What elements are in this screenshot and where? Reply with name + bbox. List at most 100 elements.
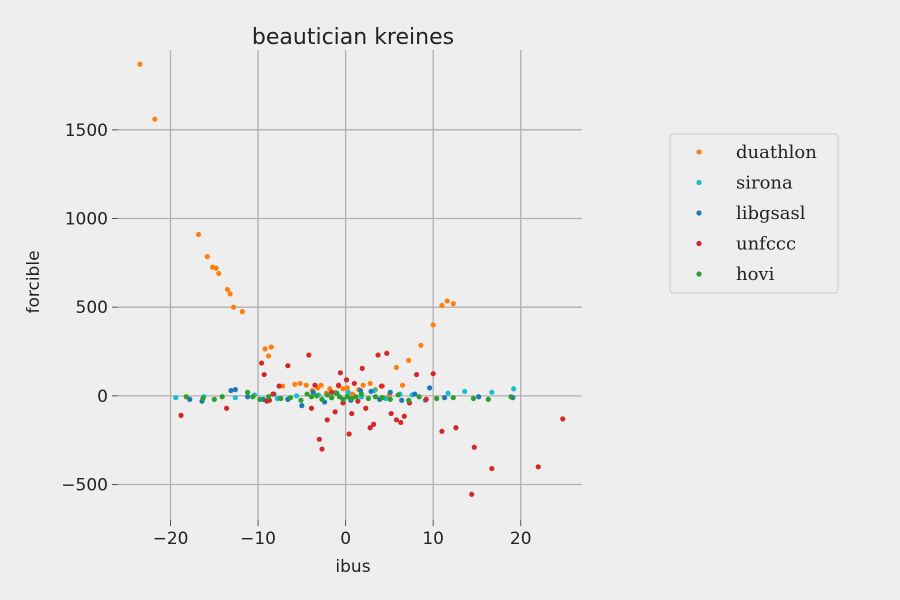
data-point	[363, 405, 369, 411]
data-point	[329, 389, 335, 395]
data-point	[371, 421, 377, 427]
grid	[118, 50, 582, 520]
data-point	[395, 392, 401, 398]
data-point	[230, 304, 237, 310]
legend-box	[669, 133, 839, 294]
data-point	[434, 395, 440, 402]
data-point	[183, 394, 189, 400]
data-point	[511, 386, 517, 392]
data-point	[292, 381, 298, 387]
data-point	[445, 390, 451, 396]
data-point	[372, 394, 378, 400]
data-point	[387, 396, 393, 402]
y-tick-label: 1000	[65, 209, 108, 229]
data-point	[406, 357, 412, 363]
data-point	[406, 397, 412, 403]
data-point	[485, 396, 491, 402]
data-point	[359, 365, 365, 371]
data-point	[200, 395, 206, 402]
data-point	[416, 394, 422, 400]
data-point	[329, 395, 335, 401]
data-point	[375, 352, 381, 358]
legend-label: unfccc	[736, 234, 796, 255]
data-point	[378, 383, 385, 389]
data-point	[418, 342, 424, 348]
data-point	[316, 436, 322, 442]
data-point	[344, 385, 350, 391]
data-point	[224, 286, 231, 293]
data-point	[227, 291, 233, 297]
data-point	[308, 394, 315, 400]
data-point	[306, 352, 312, 358]
data-point	[353, 394, 359, 400]
data-point	[430, 371, 436, 377]
data-point	[244, 394, 251, 400]
data-point	[399, 397, 405, 403]
data-point	[298, 397, 304, 403]
data-point	[219, 394, 225, 400]
data-point	[318, 382, 324, 388]
data-point	[216, 270, 222, 277]
data-point	[401, 413, 407, 419]
data-point	[310, 389, 316, 395]
data-point	[337, 370, 343, 376]
y-tick-label: −500	[61, 476, 108, 496]
data-point	[324, 392, 330, 398]
data-point	[345, 389, 351, 395]
data-point	[340, 396, 346, 402]
data-point	[476, 394, 482, 400]
data-point	[293, 393, 300, 399]
legend-items: duathlon sirona libgsasl unfccc hovi	[696, 142, 817, 285]
data-point	[453, 425, 459, 431]
data-point	[285, 363, 291, 369]
data-point	[427, 385, 433, 391]
x-axis-label: ibus	[335, 557, 370, 577]
data-point	[257, 396, 263, 402]
data-point	[314, 393, 320, 399]
data-point	[258, 360, 265, 366]
data-point	[441, 395, 448, 401]
data-point	[393, 364, 399, 371]
data-point	[223, 405, 230, 411]
x-tick-label: −20	[153, 529, 189, 549]
data-point	[560, 416, 566, 422]
data-point	[343, 377, 350, 383]
data-point	[213, 265, 219, 271]
data-point	[173, 395, 179, 401]
data-point	[393, 417, 399, 423]
data-point	[244, 389, 251, 395]
data-point	[351, 380, 357, 387]
data-point	[270, 391, 276, 397]
data-point	[195, 231, 202, 238]
data-point	[262, 346, 268, 352]
legend-label: duathlon	[736, 142, 817, 163]
legend-marker	[696, 210, 702, 216]
series-unfccc	[178, 350, 566, 497]
data-point	[312, 382, 318, 388]
x-tick-label: −10	[240, 529, 276, 549]
x-tick-label: 20	[510, 529, 532, 549]
data-point	[346, 431, 352, 437]
data-point	[278, 395, 284, 402]
data-point	[367, 425, 373, 431]
legend-marker	[696, 240, 702, 247]
data-point	[398, 419, 404, 426]
data-point	[349, 410, 355, 417]
x-tick-label: 10	[422, 529, 444, 549]
data-point	[303, 382, 309, 388]
data-point	[340, 386, 346, 392]
legend-label: sirona	[736, 173, 793, 194]
data-point	[367, 380, 373, 387]
data-point	[470, 395, 477, 402]
legend-label: libgsasl	[736, 203, 806, 224]
data-point	[349, 395, 355, 402]
data-point	[444, 298, 450, 304]
data-point	[324, 417, 330, 423]
data-point	[344, 394, 350, 400]
data-point	[211, 396, 217, 402]
series-duathlon	[137, 61, 456, 398]
data-point	[358, 391, 364, 397]
data-point	[430, 322, 436, 328]
data-point	[462, 388, 468, 395]
